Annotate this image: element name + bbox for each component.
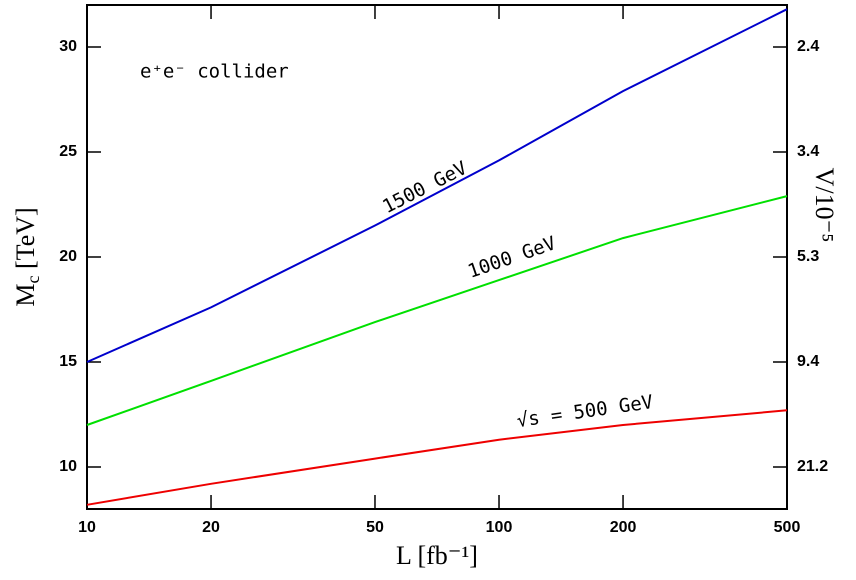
x-tick-label: 10 xyxy=(78,519,96,536)
series-label: √s = 500 GeV xyxy=(515,391,654,432)
y-tick-label: 10 xyxy=(59,458,77,475)
x-tick-label: 50 xyxy=(366,519,384,536)
annotation: e⁺e⁻ collider xyxy=(140,61,289,83)
series-line xyxy=(86,409,788,506)
series-line xyxy=(86,8,788,363)
y-tick-label: 25 xyxy=(59,143,77,160)
x-tick-label: 20 xyxy=(202,519,220,536)
x-axis-label: L [fb⁻¹] xyxy=(396,541,478,570)
y2-tick-label: 9.4 xyxy=(797,353,819,370)
series-line xyxy=(86,195,788,426)
y2-tick-label: 21.2 xyxy=(797,458,828,475)
x-tick-label: 500 xyxy=(774,519,801,536)
y2-tick-label: 2.4 xyxy=(797,38,819,55)
y-tick-label: 15 xyxy=(59,353,77,370)
x-tick-label: 100 xyxy=(486,519,513,536)
y2-tick-label: 3.4 xyxy=(797,143,819,160)
series-label: 1500 GeV xyxy=(379,157,471,218)
y-tick-label: 20 xyxy=(59,248,77,265)
y2-axis-label: V/10⁻⁵ xyxy=(810,168,839,243)
y-tick-label: 30 xyxy=(59,38,77,55)
x-tick-label: 200 xyxy=(610,519,637,536)
y2-tick-label: 5.3 xyxy=(797,248,819,265)
y-axis-label: Mc [TeV] xyxy=(11,207,43,306)
